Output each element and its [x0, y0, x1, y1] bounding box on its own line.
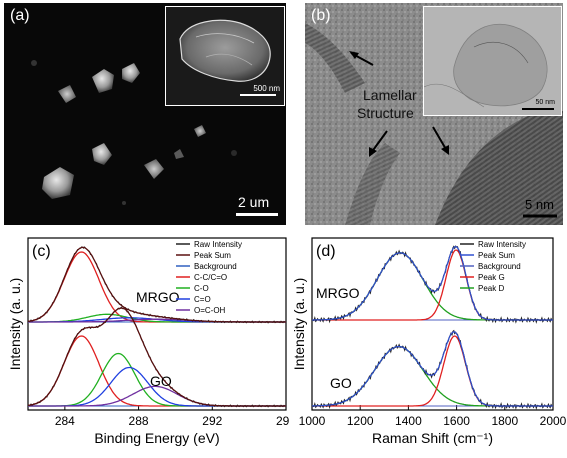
x-tick-label: 2000 [540, 414, 567, 428]
legend-entry: Peak D [478, 284, 504, 293]
lamellar-annotation-line2: Structure [357, 105, 414, 121]
sem-image-panel: (a) 500 nm 2 um [4, 3, 286, 225]
x-tick-label: 1400 [395, 414, 422, 428]
trace-label: GO [330, 375, 352, 391]
sem-particle [144, 159, 164, 179]
x-tick-label: 288 [129, 414, 149, 428]
x-axis-label: Binding Energy (eV) [94, 430, 219, 446]
x-tick-label: 292 [202, 414, 222, 428]
sem-inset-image [179, 19, 276, 96]
tem-inset-image [424, 23, 554, 110]
trace-label: MRGO [316, 285, 360, 301]
trace-label: MRGO [136, 289, 180, 305]
arrow [370, 130, 388, 154]
x-tick-label: 284 [55, 414, 75, 428]
scale-bar [236, 213, 278, 216]
peak-sum-line [312, 331, 553, 407]
legend-entry: C-C/C=O [194, 273, 227, 282]
sem-particle [194, 125, 206, 137]
panel-label: (d) [316, 243, 336, 260]
sem-particle [58, 85, 76, 103]
inset-scale-bar-label: 50 nm [535, 99, 555, 106]
x-tick-label: 1200 [347, 414, 374, 428]
x-tick-label: 296 [276, 414, 290, 428]
legend-entry: Peak G [478, 273, 505, 282]
panel-label-a: (a) [10, 7, 30, 24]
peak-sum-line [27, 246, 286, 323]
scale-bar-label: 5 nm [525, 197, 554, 212]
inset-scale-bar-label: 500 nm [253, 84, 280, 93]
legend-entry: Background [478, 262, 521, 271]
legend-entry: Background [194, 262, 237, 271]
y-axis-label: Intensity (a. u.) [291, 278, 307, 371]
plot-frame [27, 237, 287, 411]
arrow [432, 126, 448, 152]
sem-particle [92, 143, 112, 165]
raman-chart: 1000 1200 1400 1600 1800 2000 Raman Shift (cm⁻… [291, 237, 567, 446]
legend-entry: Peak Sum [194, 251, 231, 260]
xps-chart: 284 288 292 296 Binding Energy (eV) Intensity… [7, 237, 290, 446]
scale-bar-label: 2 um [238, 194, 270, 210]
sem-particle [42, 167, 74, 199]
x-axis-label: Raman Shift (cm⁻¹) [372, 430, 493, 446]
sem-particle [122, 63, 140, 83]
sem-particle [92, 69, 114, 93]
tem-image-panel: (b) Lamellar Structure 50 nm 5 nm [305, 3, 563, 225]
sem-image [31, 60, 237, 205]
lamellar-annotation-line1: Lamellar [363, 87, 417, 103]
sem-particle [174, 149, 184, 159]
peak-sum-line [27, 307, 286, 407]
plot-frame [311, 237, 554, 411]
tem-inset: 50 nm [423, 6, 562, 116]
component-peak-line [27, 251, 286, 323]
component-peak-line [312, 335, 553, 407]
legend-entry: O=C-OH [194, 306, 226, 315]
panel-label: (c) [32, 243, 51, 260]
legend-entry: C=O [194, 295, 211, 304]
y-axis-label: Intensity (a. u.) [7, 278, 23, 371]
x-tick-label: 1800 [491, 414, 518, 428]
legend-entry: Peak Sum [478, 251, 515, 260]
peak-sum-line [312, 245, 553, 321]
sem-inset: 500 nm [165, 6, 285, 106]
x-tick-label: 1600 [443, 414, 470, 428]
x-tick-label: 1000 [299, 414, 326, 428]
trace-label: GO [150, 373, 172, 389]
raw-intensity-line [27, 246, 287, 324]
legend-entry: Raw Intensity [478, 240, 526, 249]
panel-label-b: (b) [311, 7, 331, 24]
legend-entry: Raw Intensity [194, 240, 242, 249]
legend-entry: C-O [194, 284, 209, 293]
